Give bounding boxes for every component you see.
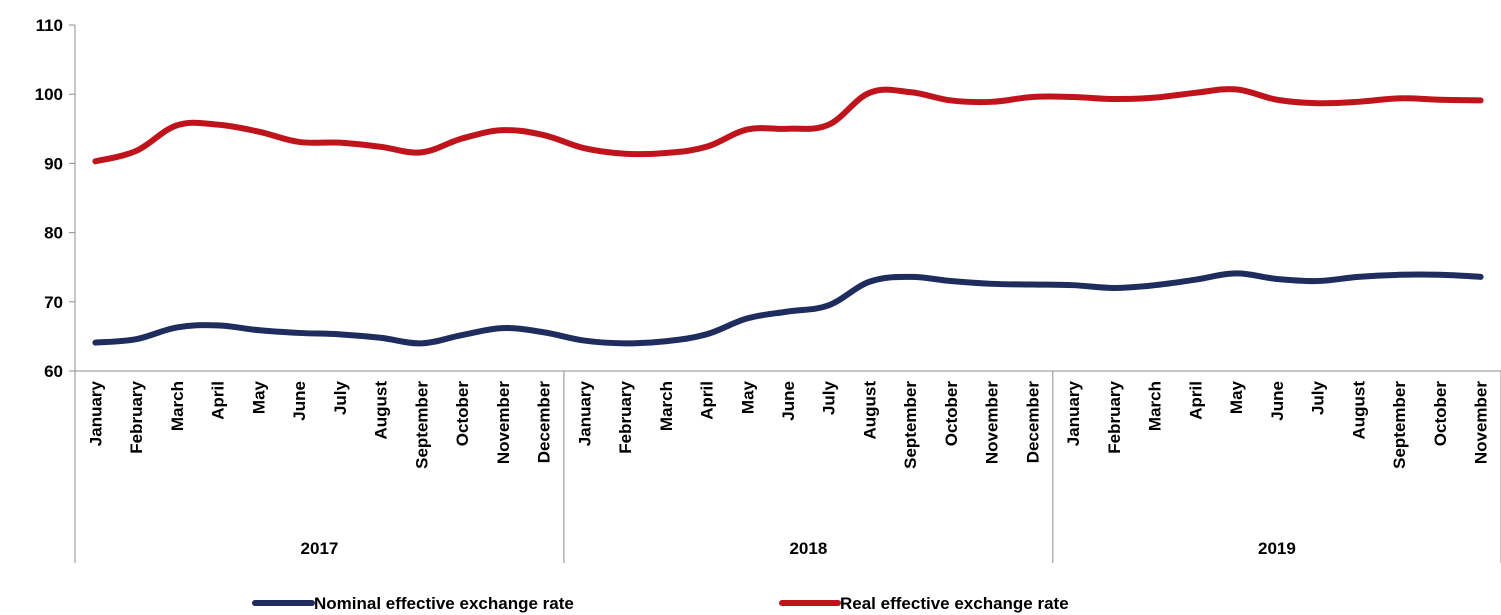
y-tick-label: 110 [36, 16, 63, 35]
x-tick-label: December [1023, 381, 1042, 464]
x-tick-label: April [698, 381, 717, 420]
x-tick-label: June [290, 381, 309, 421]
x-tick-label: November [1472, 381, 1491, 465]
x-tick-label: November [983, 381, 1002, 465]
x-tick-label: July [331, 380, 350, 415]
x-tick-label: March [168, 381, 187, 431]
x-tick-label: May [249, 380, 268, 414]
x-tick-label: April [209, 381, 228, 420]
x-tick-label: October [453, 381, 472, 447]
y-tick-label: 80 [44, 224, 63, 243]
x-tick-label: May [1227, 380, 1246, 414]
x-tick-label: January [1064, 380, 1083, 446]
series-line-nominal [92, 270, 1484, 347]
y-tick-label: 60 [44, 362, 63, 381]
x-tick-label: November [494, 381, 513, 465]
y-tick-label: 100 [35, 85, 63, 104]
x-tick-label: April [1186, 381, 1205, 420]
x-tick-label: August [860, 381, 879, 440]
x-tick-label: July [820, 380, 839, 415]
x-tick-label: March [657, 381, 676, 431]
x-axis: January February March April May June July Augu… [74, 370, 1501, 563]
year-label: 2017 [301, 539, 339, 558]
series-line-real [92, 86, 1484, 165]
x-tick-label: February [1105, 380, 1124, 453]
series-lines [92, 86, 1484, 347]
x-tick-label: February [127, 380, 146, 453]
x-tick-label: September [1390, 381, 1409, 469]
year-label: 2018 [789, 539, 827, 558]
x-tick-label: September [412, 381, 431, 469]
x-tick-label: June [779, 381, 798, 421]
x-tick-label: July [1309, 380, 1328, 415]
x-tick-label: January [575, 380, 594, 446]
x-tick-label: October [1431, 381, 1450, 447]
legend-label: Real effective exchange rate [840, 594, 1069, 613]
x-tick-label: August [372, 381, 391, 440]
x-tick-label: January [86, 380, 105, 446]
x-tick-label: October [942, 381, 961, 447]
y-tick-label: 90 [44, 154, 63, 173]
y-axis: 60 70 80 90 100 110 [35, 16, 76, 381]
y-tick-label: 70 [44, 293, 63, 312]
legend-label: Nominal effective exchange rate [314, 594, 574, 613]
legend: Nominal effective exchange rate Real effe… [252, 594, 1069, 613]
x-tick-label: February [616, 380, 635, 453]
x-tick-label: May [738, 380, 757, 414]
year-label: 2019 [1258, 539, 1296, 558]
x-tick-label: August [1349, 381, 1368, 440]
x-tick-label: March [1146, 381, 1165, 431]
x-tick-label: December [535, 381, 554, 464]
x-tick-label: June [1268, 381, 1287, 421]
x-tick-label: September [901, 381, 920, 469]
